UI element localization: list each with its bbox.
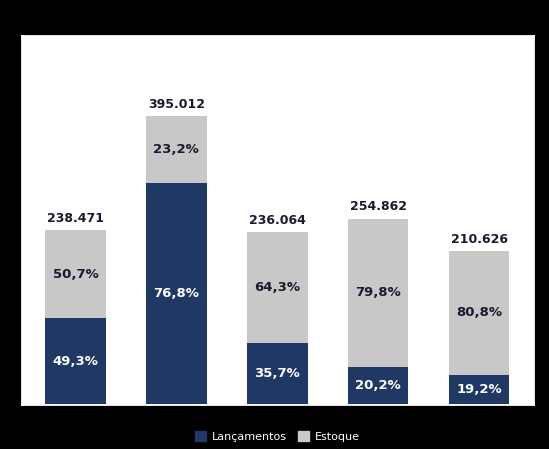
Text: 35,7%: 35,7%	[254, 367, 300, 380]
Text: 19,2%: 19,2%	[456, 383, 502, 396]
Text: 210.626: 210.626	[451, 233, 508, 246]
Text: 254.862: 254.862	[350, 200, 407, 213]
Text: 23,2%: 23,2%	[154, 143, 199, 156]
Bar	[247, 343, 307, 404]
Bar	[348, 367, 408, 404]
Bar	[348, 219, 408, 367]
Bar	[247, 232, 307, 343]
Bar	[146, 183, 206, 404]
Text: 238.471: 238.471	[47, 212, 104, 225]
Text: 236.064: 236.064	[249, 214, 306, 227]
Bar	[449, 374, 509, 404]
Text: 76,8%: 76,8%	[153, 287, 199, 300]
Text: 20,2%: 20,2%	[355, 379, 401, 392]
Bar	[146, 116, 206, 183]
Bar	[449, 251, 509, 374]
Text: 64,3%: 64,3%	[254, 281, 300, 294]
Text: 395.012: 395.012	[148, 98, 205, 111]
Text: 79,8%: 79,8%	[355, 286, 401, 299]
Text: 80,8%: 80,8%	[456, 306, 502, 319]
Bar	[45, 318, 106, 404]
Bar	[45, 230, 106, 318]
Text: 49,3%: 49,3%	[53, 355, 98, 368]
Text: 50,7%: 50,7%	[53, 268, 98, 281]
Legend: Lançamentos, Estoque: Lançamentos, Estoque	[191, 427, 364, 446]
